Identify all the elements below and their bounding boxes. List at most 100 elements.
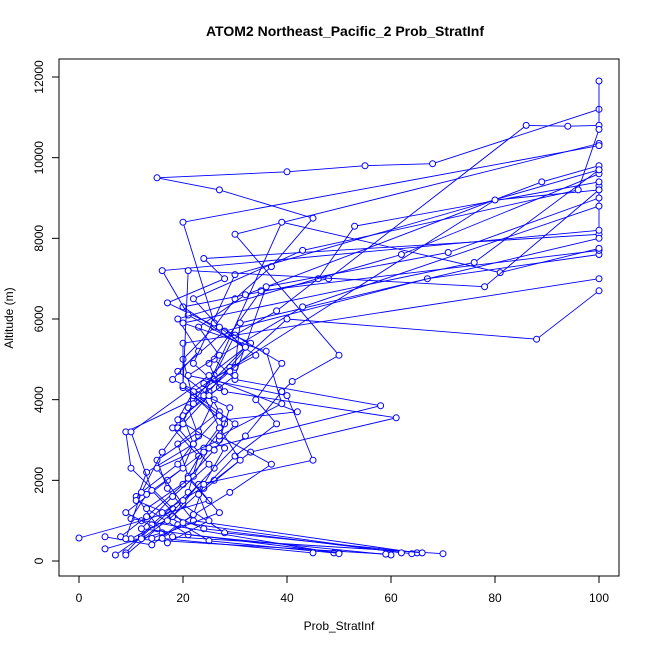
data-point	[189, 511, 197, 519]
data-point	[184, 474, 192, 482]
y-tick-label: 2000	[32, 467, 46, 494]
data-point	[267, 460, 275, 468]
data-point	[283, 168, 291, 176]
y-axis-label: Altitude (m)	[2, 287, 16, 348]
data-point	[444, 249, 452, 256]
data-point	[205, 517, 213, 525]
x-tick-label: 20	[176, 591, 190, 605]
data-point	[169, 493, 177, 500]
data-point	[101, 533, 109, 541]
data-point	[278, 388, 286, 396]
data-point	[574, 186, 582, 194]
data-point	[309, 214, 317, 222]
data-point	[595, 77, 603, 85]
x-axis-label: Prob_StratInf	[304, 619, 375, 633]
data-point	[439, 550, 447, 558]
series-line	[125, 143, 600, 556]
data-point	[241, 291, 249, 299]
data-point	[189, 359, 197, 367]
data-point	[163, 484, 171, 492]
x-tick-label: 80	[488, 591, 502, 605]
data-point	[377, 402, 385, 410]
data-point	[205, 460, 213, 468]
data-point	[309, 549, 317, 557]
data-point	[163, 517, 171, 525]
data-point	[179, 382, 187, 390]
data-point	[184, 372, 192, 379]
data-point	[184, 267, 192, 275]
data-point	[143, 505, 151, 513]
data-point	[231, 271, 239, 279]
data-point	[335, 351, 343, 359]
series-22	[127, 125, 603, 557]
y-tick-label: 0	[32, 557, 46, 564]
data-point	[200, 480, 208, 488]
data-point	[148, 541, 156, 549]
data-point	[418, 549, 426, 557]
data-point	[273, 420, 281, 428]
data-point	[215, 509, 223, 517]
data-point	[226, 488, 234, 496]
data-point	[122, 509, 130, 517]
y-tick-label: 6000	[32, 305, 46, 332]
series-line	[141, 145, 600, 540]
x-tick-label: 40	[280, 591, 294, 605]
data-point	[205, 359, 213, 367]
x-tick-label: 100	[589, 591, 609, 605]
data-point	[158, 534, 166, 542]
data-point	[278, 359, 286, 367]
data-point	[273, 307, 281, 315]
data-point	[595, 194, 603, 202]
data-point	[174, 460, 182, 468]
data-point	[262, 283, 270, 291]
data-point	[215, 424, 223, 432]
data-point	[231, 372, 239, 379]
data-point	[195, 490, 203, 498]
data-point	[215, 432, 223, 440]
data-point	[189, 400, 197, 408]
data-point	[158, 448, 166, 456]
y-tick-label: 4000	[32, 386, 46, 413]
data-point	[595, 142, 603, 150]
data-point	[283, 315, 291, 323]
data-point	[221, 388, 229, 396]
data-point	[595, 125, 603, 133]
data-point	[111, 551, 119, 559]
data-point	[231, 230, 239, 238]
y-tick-label: 8000	[32, 225, 46, 252]
data-point	[226, 404, 234, 412]
data-point	[163, 299, 171, 307]
data-point	[299, 303, 307, 311]
x-axis: 0 20 40 60 80 100	[76, 575, 609, 605]
data-point	[153, 174, 161, 182]
y-tick-label: 12000	[32, 60, 46, 94]
data-point	[179, 218, 187, 226]
data-point	[262, 347, 270, 355]
data-point	[241, 432, 249, 440]
series-11	[158, 166, 603, 557]
data-point	[189, 440, 197, 448]
data-point	[595, 244, 603, 252]
data-point	[210, 446, 218, 454]
data-point	[595, 287, 603, 295]
data-point	[221, 275, 229, 283]
data-point	[278, 400, 286, 408]
data-point	[299, 246, 307, 254]
data-point	[595, 178, 603, 186]
data-point	[522, 121, 530, 129]
data-point	[470, 259, 478, 266]
data-point	[143, 513, 151, 521]
y-tick-label: 10000	[32, 141, 46, 175]
data-point	[200, 255, 208, 262]
data-point	[137, 525, 145, 533]
data-point	[189, 295, 197, 303]
series-19	[163, 218, 603, 547]
data-point	[174, 416, 182, 424]
data-point	[127, 428, 135, 436]
series-20	[148, 186, 603, 542]
data-point	[137, 488, 145, 496]
data-point	[179, 519, 187, 527]
data-point	[538, 178, 546, 186]
